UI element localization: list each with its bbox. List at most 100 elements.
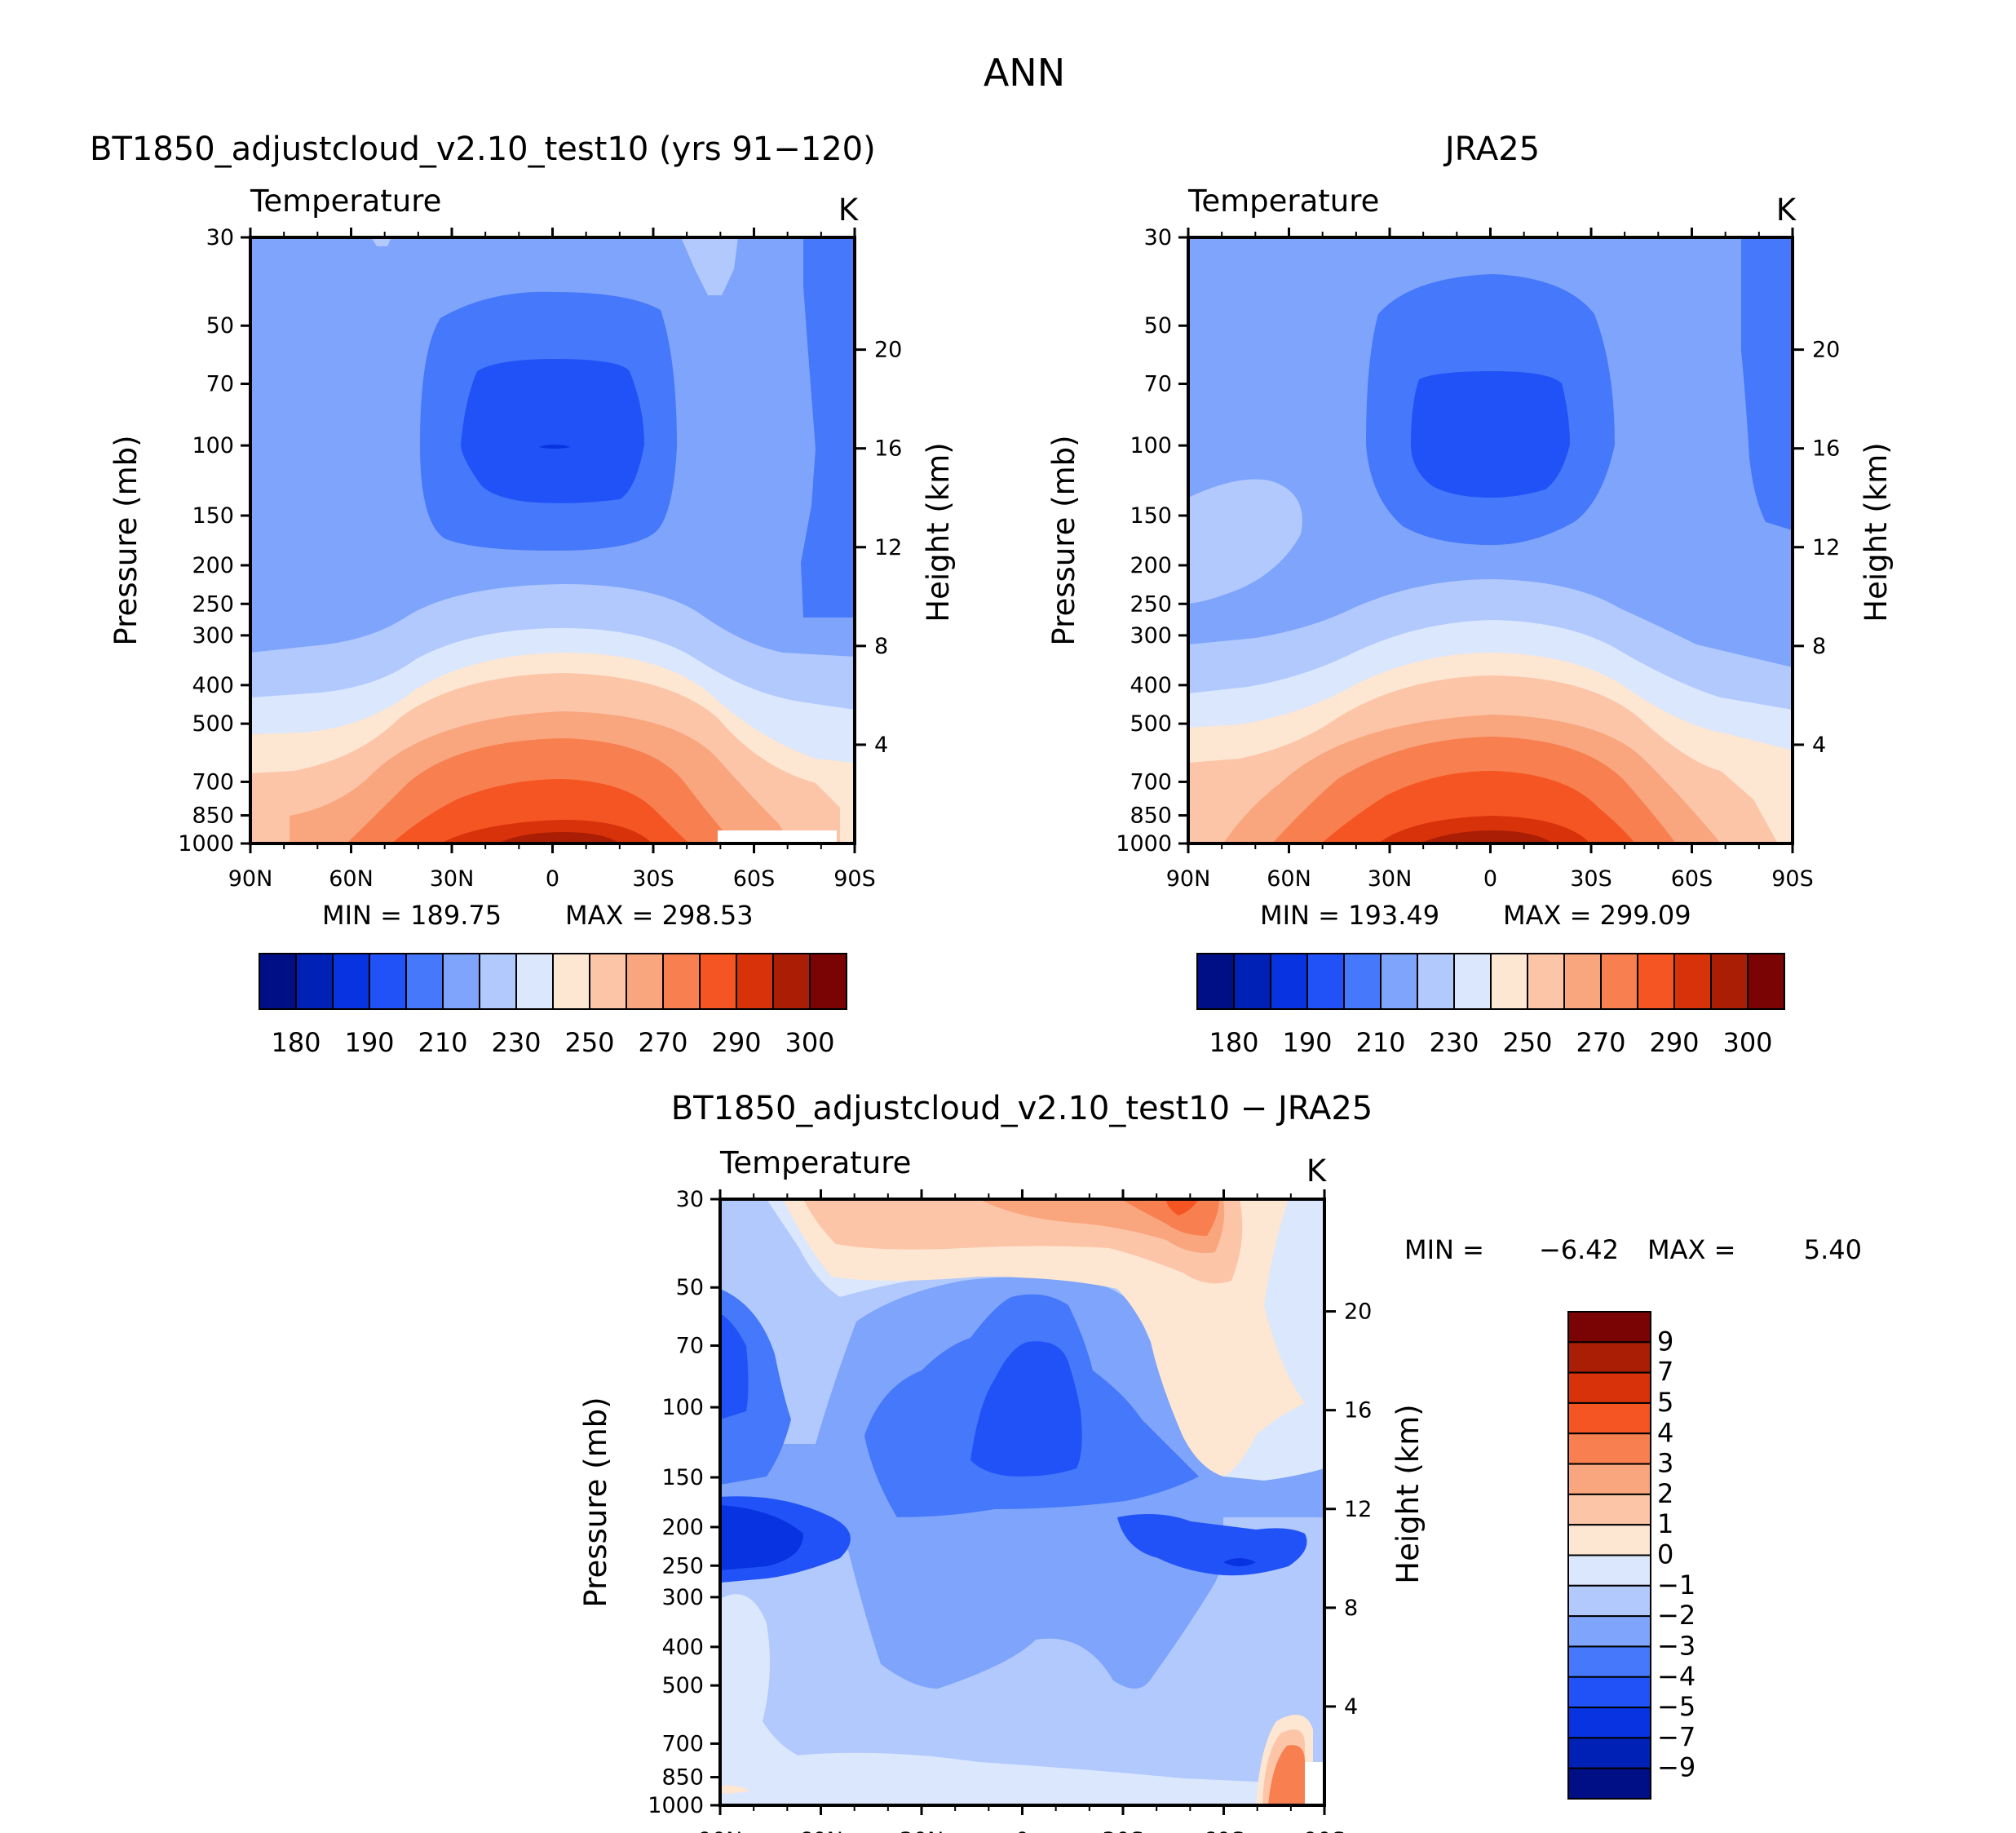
colorbar-swatch	[1637, 953, 1675, 1010]
panel-subtitle: Temperature	[719, 1145, 911, 1180]
band-minus1-lower	[720, 1594, 856, 1805]
y-tick-label: 400	[661, 1635, 704, 1660]
colorbar-swatch	[1673, 953, 1712, 1010]
x-tick-label: 30S	[632, 866, 674, 892]
x-tick-label: 90N	[228, 866, 273, 892]
y-tick-label: 200	[661, 1515, 704, 1540]
colorbar-swatch	[1567, 1311, 1651, 1344]
colorbar-swatch	[1343, 953, 1382, 1010]
colorbar-swatch	[772, 953, 811, 1010]
colorbar-swatch	[332, 953, 370, 1010]
colorbar-swatch	[1710, 953, 1749, 1010]
panel-obs: JRA25 Temperature K 30507010015020025030…	[1046, 131, 1894, 1058]
y2-tick-label: 8	[874, 634, 888, 659]
band-plus4-upper	[1121, 1199, 1219, 1236]
colorbar-label: 1	[1657, 1508, 1673, 1539]
units-label: K	[838, 193, 860, 228]
colorbar-swatch	[515, 953, 554, 1010]
y-tick-label: 400	[192, 673, 234, 698]
colorbar-swatch	[552, 953, 590, 1010]
colorbar-label: −1	[1657, 1570, 1695, 1601]
band-minus4-right	[1117, 1514, 1307, 1576]
max-value: 5.40	[1804, 1234, 1862, 1265]
colorbar-swatch	[1380, 953, 1418, 1010]
max-label: MAX = 299.09	[1503, 900, 1691, 931]
colorbar-label: 190	[344, 1027, 394, 1058]
y-tick-label: 850	[661, 1765, 704, 1791]
colorbar-label: 210	[1355, 1027, 1405, 1058]
colorbar-label: −7	[1657, 1721, 1695, 1752]
axes: 305070100150200250300400500700850100090N…	[578, 1187, 1426, 1833]
band-200-tropic	[461, 359, 644, 503]
band-210-polar	[1741, 237, 1793, 530]
colorbar-swatch	[1567, 1401, 1651, 1435]
colorbar-swatch	[1567, 1554, 1651, 1587]
band-230-strat	[681, 237, 738, 295]
colorbar-label: 270	[638, 1027, 687, 1058]
y-tick-label: 700	[661, 1731, 704, 1756]
y2-tick-label: 12	[1344, 1497, 1372, 1522]
band-plus5-upper	[1166, 1199, 1199, 1215]
x-tick-label: 90N	[1166, 866, 1211, 892]
band-300	[497, 832, 620, 843]
y-tick-label: 1000	[1116, 831, 1172, 857]
y2-tick-label: 20	[874, 338, 902, 363]
y-axis-label: Pressure (mb)	[1046, 435, 1081, 645]
y-tick-label: 500	[192, 711, 234, 737]
band-plus3-lower-right	[1268, 1745, 1305, 1805]
colorbar-label: 190	[1282, 1027, 1332, 1058]
colorbar-label: 300	[785, 1027, 834, 1058]
y-tick-label: 150	[661, 1465, 704, 1490]
colorbar-swatch	[1567, 1645, 1651, 1678]
colorbar-label: −9	[1657, 1752, 1695, 1783]
min-value: −6.42	[1539, 1234, 1619, 1265]
y2-tick-label: 16	[1344, 1398, 1372, 1423]
colorbar-swatch	[1567, 1767, 1651, 1800]
x-tick-label: 30N	[430, 866, 475, 892]
y-tick-label: 1000	[648, 1793, 704, 1818]
colorbar-label: 180	[1209, 1027, 1258, 1058]
y-tick-label: 30	[206, 225, 234, 250]
y-tick-label: 250	[192, 591, 234, 617]
y-tick-label: 1000	[178, 831, 234, 857]
band-200-tropic	[1411, 371, 1570, 498]
colorbar-swatch	[1567, 1615, 1651, 1648]
panel-subtitle: Temperature	[250, 184, 441, 219]
y-tick-label: 100	[1130, 433, 1172, 458]
missing-data-patch	[718, 830, 837, 843]
colorbar-swatch	[1567, 1524, 1651, 1556]
y2-axis-label: Height (km)	[1390, 1404, 1426, 1583]
y-tick-label: 70	[1144, 372, 1172, 397]
x-tick-label: 60N	[329, 866, 374, 892]
colorbar-label: 270	[1576, 1027, 1625, 1058]
colorbar-swatch	[1747, 953, 1785, 1010]
y-tick-label: 300	[192, 623, 234, 649]
contour-field	[250, 237, 855, 843]
y-tick-label: 150	[192, 503, 234, 529]
y-tick-label: 700	[1130, 769, 1172, 795]
band-minus5-upper	[970, 1341, 1082, 1477]
y-tick-label: 850	[192, 804, 234, 829]
colorbar: 180 190 210 230 250 270 290 300	[259, 953, 847, 1058]
colorbar-swatch	[1563, 953, 1602, 1010]
band-300	[1419, 830, 1554, 843]
contour-field	[720, 1199, 1324, 1805]
colorbar-swatch	[1567, 1463, 1651, 1495]
y2-tick-label: 8	[1344, 1596, 1358, 1621]
band-minus7-left	[720, 1505, 803, 1570]
x-tick-label: 30N	[900, 1828, 944, 1833]
colorbar-label: 0	[1657, 1539, 1673, 1570]
colorbar-label: 210	[418, 1027, 467, 1058]
colorbar-swatch	[1270, 953, 1308, 1010]
colorbar-label: 250	[564, 1027, 614, 1058]
colorbar-swatch	[1567, 1341, 1651, 1374]
min-label: MIN =	[1404, 1234, 1484, 1265]
y2-axis-label: Height (km)	[1859, 442, 1894, 622]
colorbar-swatch	[442, 953, 480, 1010]
x-tick-label: 90S	[833, 866, 876, 892]
y-tick-label: 200	[1130, 553, 1172, 578]
colorbar-label: 9	[1657, 1326, 1673, 1357]
y-tick-label: 500	[1130, 711, 1172, 737]
colorbar-label: 290	[711, 1027, 761, 1058]
colorbar-swatch	[1567, 1737, 1651, 1769]
